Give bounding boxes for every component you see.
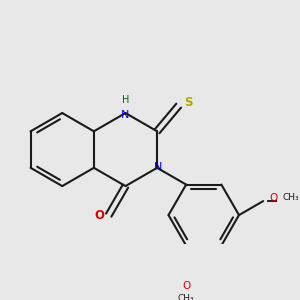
Text: O: O xyxy=(269,193,278,203)
Text: H: H xyxy=(122,95,129,105)
Text: N: N xyxy=(121,110,129,120)
Text: CH₃: CH₃ xyxy=(282,193,299,202)
Text: O: O xyxy=(182,281,190,291)
Text: O: O xyxy=(94,208,104,222)
Text: S: S xyxy=(184,96,192,109)
Text: N: N xyxy=(154,161,163,172)
Text: CH₃: CH₃ xyxy=(178,294,194,300)
